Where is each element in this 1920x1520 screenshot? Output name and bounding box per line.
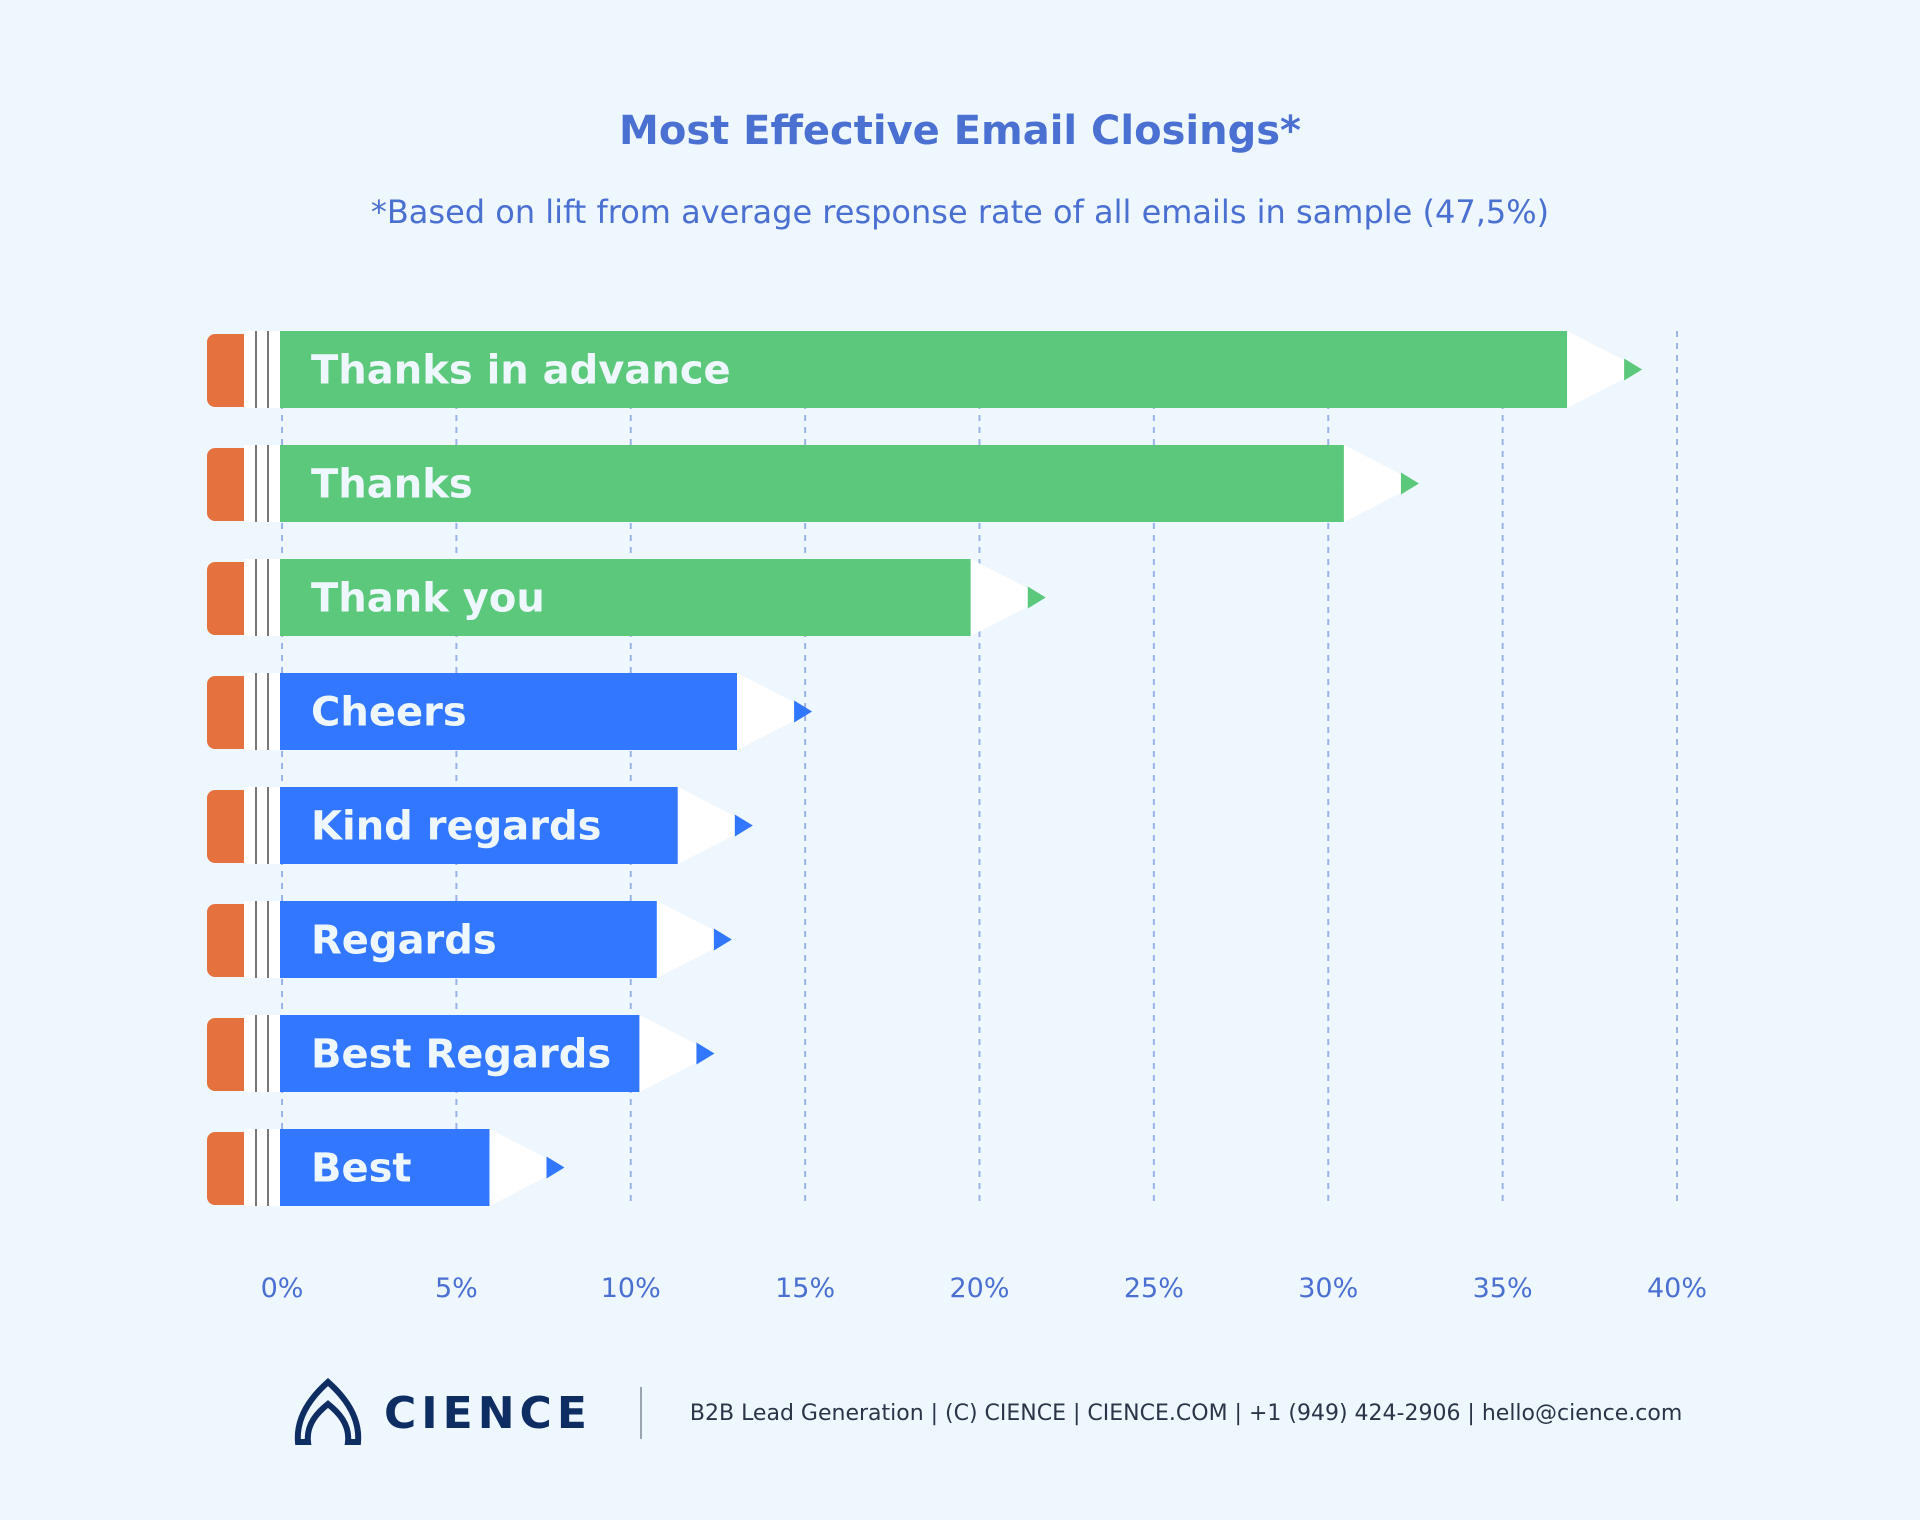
pencil-tip-lead [696,1042,715,1065]
pencil-tip-wood [970,559,1046,636]
pencil-tip-wood [677,787,753,864]
x-tick-label: 5% [435,1273,478,1304]
cience-logo-icon [294,1378,362,1445]
footer-text: B2B Lead Generation | (C) CIENCE | CIENC… [689,1400,1683,1426]
bar [280,331,1568,408]
pencil-eraser [207,790,255,863]
bar [280,901,657,978]
x-tick-label: 25% [1124,1273,1184,1304]
bar-label: Regards [311,918,497,964]
pencil-tip-wood [1567,331,1643,408]
pencil-tip-wood [489,1129,565,1206]
pencil-eraser [207,904,255,977]
x-tick-label: 20% [949,1273,1009,1304]
bar-label: Thank you [311,576,545,622]
bar-label: Thanks in advance [311,348,731,394]
pencil-tip-lead [1027,586,1046,609]
pencil-tip-lead [734,814,753,837]
pencil-tip-wood [1343,445,1419,522]
pencil-ferrule [244,1015,282,1092]
pencil-tip-lead [713,928,732,951]
pencil-tip-lead [546,1156,565,1179]
footer-divider [639,1387,642,1439]
pencil-tip-wood [656,901,732,978]
pencil-eraser [207,676,255,749]
bar [280,1015,640,1092]
pencil-eraser [207,1018,255,1091]
bar-label: Cheers [311,690,467,736]
pencil-eraser [207,448,255,521]
logo-text: CIENCE [384,1387,592,1439]
x-tick-label: 10% [601,1273,661,1304]
x-tick-label: 0% [261,1273,304,1304]
chart-title: Most Effective Email Closings* [619,108,1301,154]
pencil-tip-lead [1624,358,1643,381]
bar-label: Best Regards [311,1032,611,1078]
footer: CIENCE B2B Lead Generation | (C) CIENCE … [290,1378,1682,1448]
x-tick-label: 30% [1298,1273,1358,1304]
pencil-tip-wood [737,673,813,750]
pencil-tip-wood [639,1015,715,1092]
bar-label: Kind regards [311,804,601,850]
pencil-ferrule [244,1129,282,1206]
pencil-ferrule [244,901,282,978]
bar-label: Best [311,1146,412,1192]
pencil-tip-lead [1400,472,1419,495]
pencil-ferrule [244,673,282,750]
pencil-eraser [207,562,255,635]
pencil-tip-lead [794,700,813,723]
x-tick-label: 35% [1473,1273,1533,1304]
pencil-eraser [207,334,255,407]
bar [280,559,971,636]
bar [280,787,678,864]
pencil-eraser [207,1132,255,1205]
bar [280,445,1344,522]
bar [280,673,738,750]
pencil-ferrule [244,787,282,864]
pencil-ferrule [244,559,282,636]
chart-subtitle: *Based on lift from average response rat… [370,193,1550,231]
x-tick-label: 40% [1647,1273,1707,1304]
bar [280,1129,490,1206]
bar-label: Thanks [311,462,473,508]
x-tick-label: 15% [775,1273,835,1304]
pencil-ferrule [244,331,282,408]
pencil-ferrule [244,445,282,522]
